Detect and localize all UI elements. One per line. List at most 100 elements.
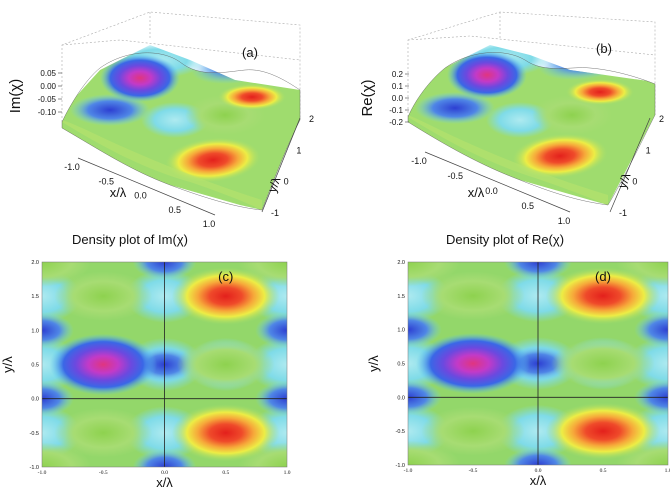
green-region xyxy=(238,262,287,287)
y-tick-label: 1.5 xyxy=(397,294,405,300)
hot-spot xyxy=(165,137,261,183)
x-tick-label: -0.5 xyxy=(98,176,114,186)
x-tick-label: 0.0 xyxy=(134,191,147,201)
blue-well xyxy=(42,312,74,348)
y-tick-label: 1.0 xyxy=(397,328,405,334)
green-region xyxy=(238,442,287,467)
panel-label: (b) xyxy=(596,41,612,56)
x-tick-label: -0.5 xyxy=(469,468,478,474)
blue-well xyxy=(70,94,150,126)
green-region xyxy=(616,440,668,465)
heatmap-field xyxy=(408,262,668,465)
y-axis-label: y/λ xyxy=(615,171,633,190)
y-axis-label: y/λ xyxy=(265,175,283,194)
box-edge xyxy=(61,11,301,122)
surface-panel-b: 0.2 0.1 0.0 -0.1 -0.2 Re(χ) -1.0 -0.5 0.0 0.5 1.0 x… xyxy=(359,11,664,226)
y-tick-label: -0.5 xyxy=(396,429,405,435)
y-tick-label: 0.5 xyxy=(397,362,405,368)
panel-label: (d) xyxy=(595,269,611,284)
x-tick-label: -1.0 xyxy=(38,470,47,476)
y-tick-label: -0.5 xyxy=(30,431,39,437)
heatmap-panel-d: -1.0 -0.5 0.0 0.5 1.0 2.0 1.5 1.0 0.5 0.0 -0.5 -1.0… xyxy=(366,232,670,488)
z-tick-label: 0.1 xyxy=(392,82,404,91)
z-tick-label: -0.05 xyxy=(38,95,57,104)
y-tick-label: 2 xyxy=(659,114,664,124)
x-tick-label: 1.0 xyxy=(284,470,291,476)
panel-title: Density plot of Im(χ) xyxy=(72,232,188,247)
x-tick-label: 0.5 xyxy=(222,470,229,476)
green-region xyxy=(616,262,668,287)
green-region xyxy=(42,442,91,467)
cold-spot xyxy=(447,51,527,99)
y-tick-label: 1.0 xyxy=(31,328,39,334)
z-axis-label: Im(χ) xyxy=(7,79,24,114)
cold-spot xyxy=(415,333,531,394)
surface-panel-a: 0.05 0.00 -0.05 -0.10 Im(χ) -1.0 -0.5 0.0 0.5 1.0… xyxy=(7,11,314,229)
blue-well xyxy=(634,312,668,347)
y-axis-label: y/λ xyxy=(0,356,15,373)
box-edge xyxy=(407,35,656,56)
panel-title: Density plot of Re(χ) xyxy=(446,232,564,247)
x-axis-label: x/λ xyxy=(468,185,485,200)
x-axis-line xyxy=(424,151,571,213)
z-tick-label: -0.10 xyxy=(38,108,57,117)
y-tick-label: -1 xyxy=(619,208,627,218)
x-tick-label: -0.5 xyxy=(99,470,108,476)
y-tick-label: -1.0 xyxy=(396,463,405,469)
x-tick-label: 0.0 xyxy=(485,186,498,196)
y-tick-label: 1.5 xyxy=(31,294,39,300)
x-tick-label: 1.0 xyxy=(665,468,670,474)
z-tick-label: 0.0 xyxy=(392,94,404,103)
blue-well xyxy=(255,312,287,348)
green-region xyxy=(176,339,275,390)
green-region xyxy=(54,271,153,321)
green-region xyxy=(408,262,460,287)
y-tick-label: 0 xyxy=(284,177,289,187)
z-tick-label: -0.1 xyxy=(389,106,403,115)
x-tick-label: 0.0 xyxy=(535,468,542,474)
hot-spot xyxy=(512,133,608,179)
y-axis-label: y/λ xyxy=(366,355,381,372)
green-region xyxy=(54,408,153,458)
y-tick-label: 0.0 xyxy=(397,395,405,401)
green-region xyxy=(421,406,525,456)
y-tick-label: 0.5 xyxy=(31,363,39,369)
x-tick-label: 1.0 xyxy=(203,219,216,229)
x-tick-label: -1.0 xyxy=(404,468,413,474)
heatmap-field xyxy=(42,262,287,467)
y-axis-line xyxy=(609,117,651,213)
hot-spot xyxy=(171,404,280,462)
x-axis-line xyxy=(77,157,216,216)
x-axis-label: x/λ xyxy=(110,185,127,200)
hot-spot xyxy=(545,267,661,325)
panel-label: (c) xyxy=(218,269,233,284)
hot-spot xyxy=(566,79,634,105)
x-tick-label: 0.0 xyxy=(161,470,168,476)
z-tick-label: -0.2 xyxy=(389,118,403,127)
x-axis-label: x/λ xyxy=(156,475,173,490)
green-region xyxy=(408,440,460,465)
surface-outline xyxy=(61,52,301,211)
green-region xyxy=(551,339,655,388)
blue-well xyxy=(408,312,442,347)
z-tick-label: 0.05 xyxy=(40,69,56,78)
y-tick-label: 1 xyxy=(296,145,301,155)
x-tick-label: 0.5 xyxy=(521,201,534,211)
green-region xyxy=(42,262,91,287)
plot-frame xyxy=(41,261,288,468)
surface-front-edge xyxy=(62,120,262,210)
x-tick-label: -1.0 xyxy=(411,156,427,166)
y-tick-label: 2.0 xyxy=(397,260,405,266)
blue-well xyxy=(415,92,495,124)
hot-spot xyxy=(171,267,280,325)
plot-frame xyxy=(407,261,669,466)
cold-spot xyxy=(100,54,180,102)
y-tick-label: 0 xyxy=(632,177,637,187)
y-tick-label: 1 xyxy=(646,145,651,155)
x-tick-label: 1.0 xyxy=(558,216,571,226)
x-tick-label: 0.5 xyxy=(168,205,181,215)
y-tick-label: 2 xyxy=(309,114,314,124)
green-region xyxy=(532,95,612,135)
green-region xyxy=(421,271,525,321)
hot-spot xyxy=(218,84,286,110)
